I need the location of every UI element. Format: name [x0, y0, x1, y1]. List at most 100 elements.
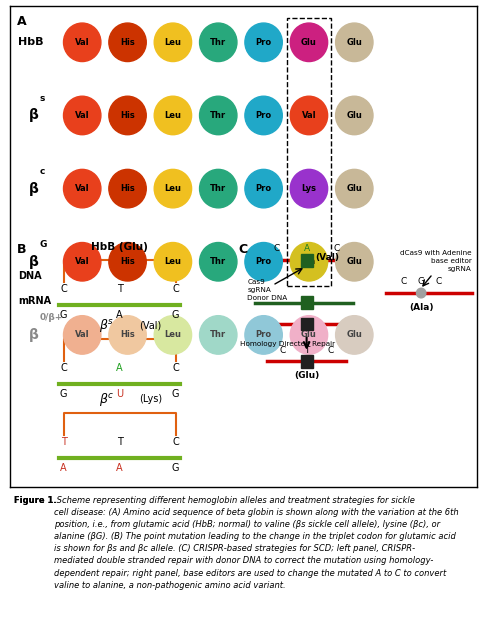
Text: β: β [29, 109, 39, 122]
Text: A: A [303, 244, 310, 253]
Text: C: C [279, 347, 285, 355]
Text: Leu: Leu [165, 330, 181, 340]
Text: B: B [17, 243, 26, 256]
Text: Figure 1.: Figure 1. [15, 496, 57, 505]
Text: Thr: Thr [210, 111, 226, 120]
Text: U: U [116, 389, 123, 399]
Circle shape [245, 23, 282, 61]
Bar [300, 254, 313, 266]
Text: Glu: Glu [301, 38, 317, 47]
Circle shape [154, 315, 191, 354]
Circle shape [109, 243, 146, 281]
Text: (Ala): (Ala) [409, 303, 433, 312]
Text: $\beta^s$: $\beta^s$ [99, 317, 114, 334]
Text: C: C [172, 437, 179, 446]
Text: (Lys): (Lys) [139, 394, 162, 404]
Circle shape [109, 170, 146, 208]
Text: DNA: DNA [18, 271, 42, 281]
Text: C: C [172, 363, 179, 373]
Circle shape [336, 315, 373, 354]
Text: G: G [60, 389, 67, 399]
Text: A: A [116, 463, 123, 473]
Text: mRNA: mRNA [18, 296, 51, 306]
Circle shape [336, 170, 373, 208]
Text: Glu: Glu [346, 38, 362, 47]
Text: (Val): (Val) [315, 253, 339, 263]
Text: β: β [29, 328, 39, 342]
Circle shape [154, 170, 191, 208]
Text: C: C [172, 284, 179, 294]
Text: Pro: Pro [256, 38, 272, 47]
Text: G: G [172, 310, 180, 320]
Text: His: His [120, 257, 135, 266]
Text: G: G [418, 277, 425, 286]
Bar [300, 355, 313, 368]
Text: A: A [116, 310, 123, 320]
Circle shape [245, 315, 282, 354]
Circle shape [290, 315, 328, 354]
Text: T: T [117, 284, 123, 294]
Text: Leu: Leu [165, 184, 181, 193]
Text: Pro: Pro [256, 330, 272, 340]
Text: His: His [120, 330, 135, 340]
Text: Glu: Glu [346, 184, 362, 193]
Circle shape [200, 96, 237, 135]
Text: 0/β+: 0/β+ [39, 314, 63, 322]
Text: Glu: Glu [301, 330, 317, 340]
Text: G: G [39, 240, 47, 249]
Bar [287, 18, 331, 286]
Text: HbB: HbB [18, 37, 43, 47]
Text: s: s [39, 94, 45, 103]
Text: Val: Val [75, 330, 90, 340]
Text: (Val): (Val) [139, 321, 162, 331]
Circle shape [336, 23, 373, 61]
Circle shape [336, 243, 373, 281]
Text: A: A [60, 463, 67, 473]
Circle shape [63, 23, 101, 61]
Text: G: G [172, 389, 180, 399]
Text: Pro: Pro [256, 111, 272, 120]
Text: T: T [117, 437, 123, 446]
Text: Ala: Ala [301, 257, 317, 266]
Text: Leu: Leu [165, 257, 181, 266]
Circle shape [63, 170, 101, 208]
Text: C: C [400, 277, 407, 286]
Circle shape [200, 23, 237, 61]
Text: A: A [116, 363, 123, 373]
Circle shape [336, 96, 373, 135]
Text: Leu: Leu [165, 111, 181, 120]
Text: Pro: Pro [256, 257, 272, 266]
Text: Thr: Thr [210, 184, 226, 193]
Text: C: C [60, 363, 67, 373]
Text: Leu: Leu [165, 38, 181, 47]
Circle shape [63, 243, 101, 281]
Circle shape [154, 243, 191, 281]
Text: Val: Val [75, 257, 90, 266]
Text: A: A [17, 15, 26, 28]
Text: Val: Val [75, 38, 90, 47]
Text: C: C [238, 243, 247, 256]
Text: C: C [273, 244, 280, 253]
Text: Scheme representing different hemoglobin alleles and treatment strategies for si: Scheme representing different hemoglobin… [54, 496, 459, 590]
Text: HbB (Glu): HbB (Glu) [91, 242, 148, 252]
Bar [300, 317, 313, 330]
Circle shape [109, 315, 146, 354]
Circle shape [63, 96, 101, 135]
Circle shape [416, 288, 426, 298]
Text: His: His [120, 111, 135, 120]
Text: Val: Val [301, 111, 316, 120]
Text: G: G [172, 463, 180, 473]
Text: Val: Val [75, 111, 90, 120]
Text: $\beta^c$: $\beta^c$ [99, 391, 114, 408]
Circle shape [245, 170, 282, 208]
Text: His: His [120, 38, 135, 47]
Text: Glu: Glu [346, 111, 362, 120]
Text: Figure 1.: Figure 1. [15, 496, 57, 505]
Text: Thr: Thr [210, 330, 226, 340]
Text: Glu: Glu [346, 257, 362, 266]
Circle shape [109, 96, 146, 135]
Text: β: β [29, 255, 39, 269]
Circle shape [200, 243, 237, 281]
Text: Val: Val [75, 184, 90, 193]
Text: β: β [29, 181, 39, 196]
